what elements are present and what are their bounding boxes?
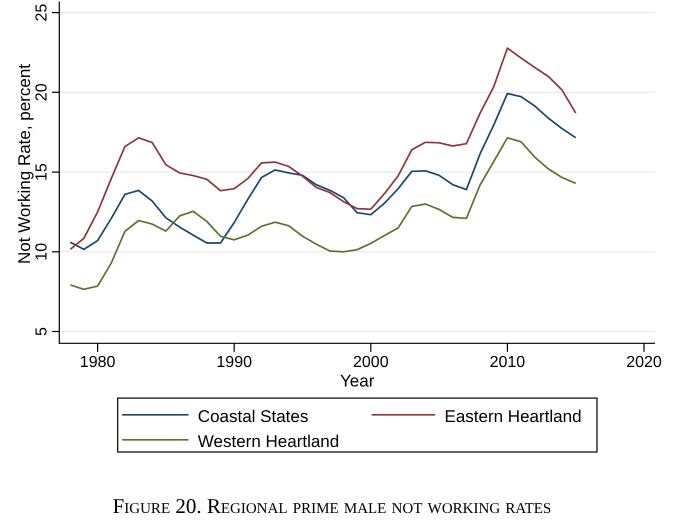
- svg-text:2020: 2020: [626, 354, 662, 371]
- svg-text:Western Heartland: Western Heartland: [198, 432, 339, 451]
- svg-text:2000: 2000: [353, 354, 389, 371]
- svg-text:1990: 1990: [216, 354, 252, 371]
- svg-text:20: 20: [33, 83, 50, 101]
- svg-text:10: 10: [33, 243, 50, 261]
- svg-text:Coastal States: Coastal States: [198, 407, 309, 426]
- svg-text:25: 25: [33, 4, 50, 22]
- svg-text:Eastern Heartland: Eastern Heartland: [445, 407, 582, 426]
- svg-text:Not Working Rate, percent: Not Working Rate, percent: [15, 64, 34, 264]
- svg-text:Figure 20. Regional prime male: Figure 20. Regional prime male not worki…: [113, 494, 552, 518]
- svg-text:2010: 2010: [490, 354, 526, 371]
- svg-text:15: 15: [33, 163, 50, 181]
- svg-text:5: 5: [33, 327, 50, 336]
- svg-text:Year: Year: [340, 372, 375, 391]
- svg-text:1980: 1980: [80, 354, 116, 371]
